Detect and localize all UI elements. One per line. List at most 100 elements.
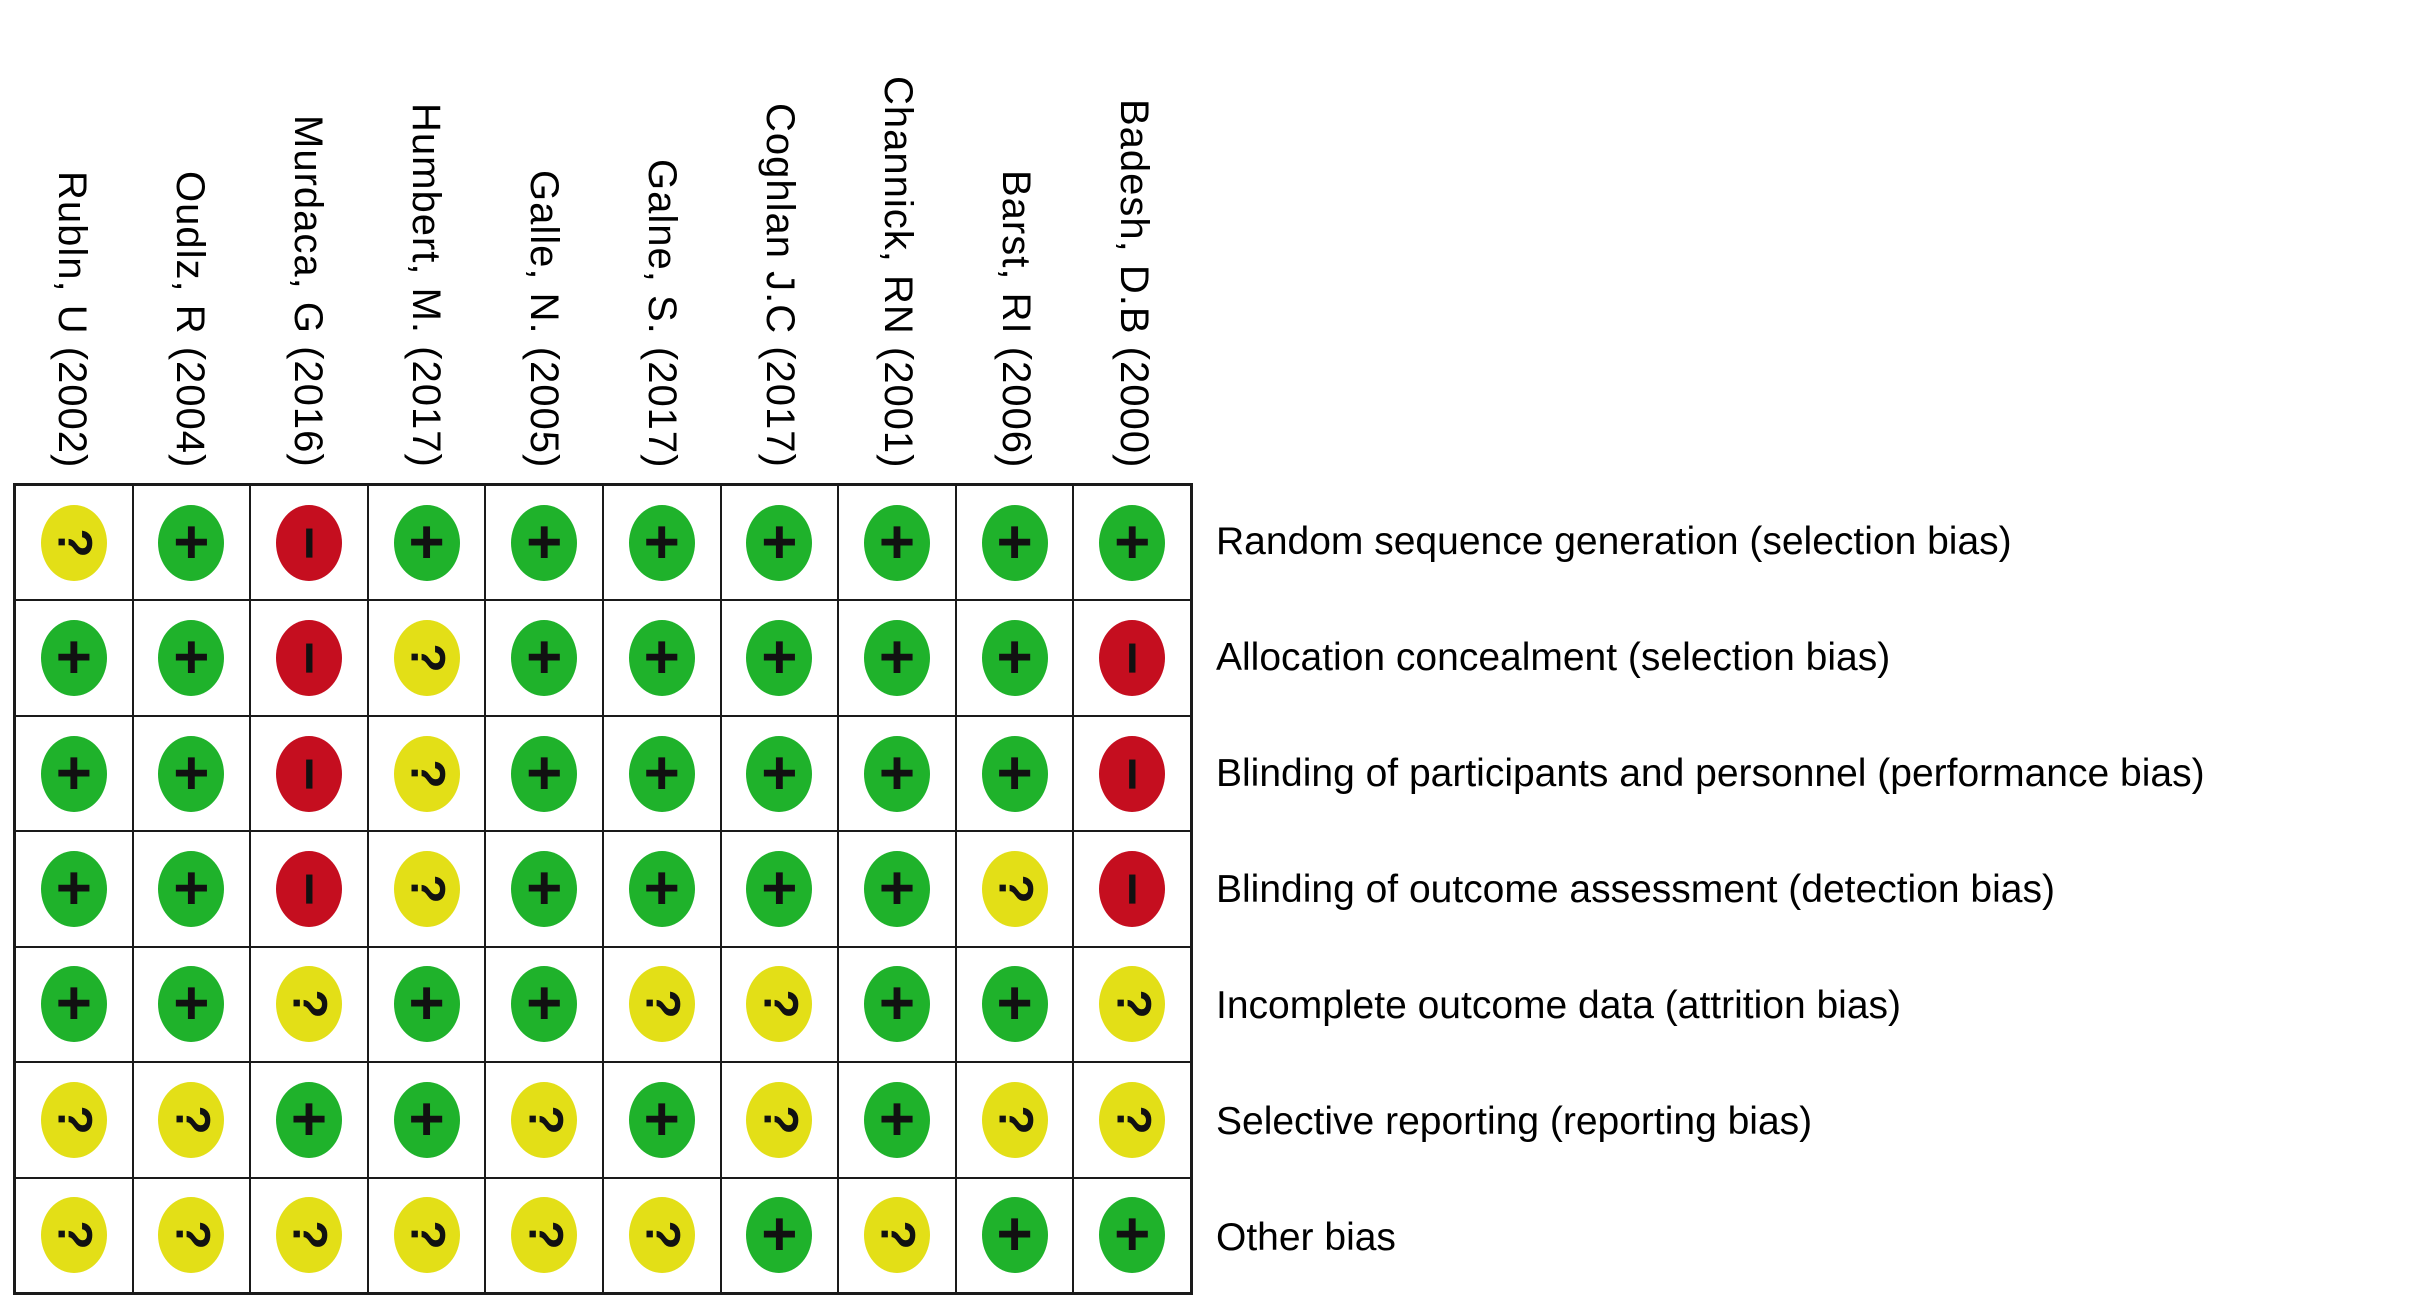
plus-icon: +: [1114, 507, 1151, 577]
judgement-cell: ?: [15, 1062, 133, 1178]
question-mark-icon: ?: [988, 874, 1042, 904]
judgement-circle: −: [1099, 850, 1166, 927]
judgement-cell: ?: [250, 946, 368, 1063]
judgement-cell: +: [838, 946, 956, 1063]
judgement-circle: +: [863, 966, 930, 1043]
minus-icon: −: [276, 641, 342, 676]
question-mark-icon: ?: [47, 1105, 101, 1135]
question-mark-icon: ?: [635, 989, 689, 1020]
plus-icon: +: [173, 507, 210, 577]
judgement-cell: +: [367, 1062, 486, 1178]
question-mark-icon: ?: [635, 1220, 689, 1250]
plus-icon: +: [290, 1084, 328, 1154]
judgement-cell: +: [602, 1062, 721, 1178]
judgement-cell: ?: [15, 485, 133, 601]
judgement-circle: ?: [981, 850, 1048, 927]
judgement-circle: +: [628, 850, 695, 927]
judgement-circle: +: [746, 735, 813, 812]
judgement-circle: −: [275, 620, 342, 697]
judgement-cell: +: [1073, 1177, 1191, 1293]
judgement-circle: +: [746, 850, 813, 927]
judgement-cell: +: [955, 946, 1074, 1063]
judgement-circle: +: [158, 735, 225, 812]
question-mark-icon: ?: [282, 1220, 336, 1250]
judgement-circle: +: [393, 966, 460, 1043]
plus-icon: +: [408, 1084, 445, 1154]
judgement-cell: +: [602, 831, 721, 947]
judgement-cell: +: [720, 831, 839, 947]
judgement-cell: +: [955, 1177, 1074, 1293]
question-mark-icon: ?: [400, 1220, 454, 1250]
judgement-cell: +: [367, 485, 486, 601]
judgement-cell: +: [602, 600, 721, 716]
judgement-circle: +: [511, 504, 578, 581]
judgement-circle: +: [981, 966, 1048, 1043]
judgement-circle: ?: [628, 966, 695, 1043]
judgement-cell: ?: [955, 831, 1074, 947]
judgement-circle: +: [1099, 504, 1166, 581]
judgement-cell: −: [1073, 600, 1191, 716]
judgement-circle: ?: [393, 620, 460, 697]
judgement-cell: +: [250, 1062, 368, 1178]
judgement-circle: −: [275, 504, 342, 581]
minus-icon: −: [1100, 756, 1166, 791]
plus-icon: +: [55, 969, 92, 1039]
judgement-circle: +: [863, 850, 930, 927]
question-mark-icon: ?: [518, 1220, 572, 1250]
judgement-cell: ?: [720, 1062, 839, 1178]
judgement-cell: +: [955, 715, 1074, 832]
question-mark-icon: ?: [400, 643, 454, 673]
question-mark-icon: ?: [1106, 1105, 1160, 1135]
minus-icon: −: [1100, 872, 1166, 906]
judgement-cell: ?: [367, 1177, 486, 1293]
plus-icon: +: [526, 623, 563, 693]
judgement-cell: ?: [955, 1062, 1074, 1178]
plus-icon: +: [996, 738, 1033, 808]
judgement-cell: −: [250, 831, 368, 947]
judgement-circle: +: [511, 620, 578, 697]
plus-icon: +: [643, 623, 680, 693]
plus-icon: +: [173, 738, 210, 808]
judgement-cell: +: [485, 485, 603, 601]
minus-icon: −: [276, 872, 342, 906]
judgement-circle: +: [511, 966, 578, 1043]
judgement-cell: −: [1073, 831, 1191, 947]
plus-icon: +: [761, 623, 798, 693]
plus-icon: +: [408, 969, 445, 1039]
judgement-circle: ?: [863, 1197, 930, 1274]
plus-icon: +: [761, 853, 798, 923]
judgement-cell: +: [602, 485, 721, 601]
study-header: Galne, S. (2017): [640, 158, 684, 469]
judgement-circle: ?: [275, 966, 342, 1043]
judgement-cell: −: [1073, 715, 1191, 832]
judgement-cell: +: [720, 1177, 839, 1293]
bias-row-label: Selective reporting (reporting bias): [1216, 1099, 1813, 1143]
judgement-circle: +: [511, 735, 578, 812]
judgement-circle: +: [158, 966, 225, 1043]
question-mark-icon: ?: [47, 528, 101, 558]
judgement-cell: ?: [838, 1177, 956, 1293]
question-mark-icon: ?: [870, 1220, 924, 1250]
judgement-circle: ?: [275, 1197, 342, 1274]
question-mark-icon: ?: [282, 989, 336, 1020]
judgement-circle: +: [275, 1081, 342, 1158]
plus-icon: +: [761, 738, 798, 808]
bias-row-label: Incomplete outcome data (attrition bias): [1216, 983, 1902, 1027]
judgement-circle: ?: [628, 1197, 695, 1274]
plus-icon: +: [643, 507, 680, 577]
study-header: Barst, RI (2006): [994, 169, 1038, 468]
judgement-cell: −: [250, 600, 368, 716]
judgement-circle: −: [1099, 620, 1166, 697]
judgement-circle: +: [1099, 1197, 1166, 1274]
plus-icon: +: [643, 1084, 680, 1154]
judgement-circle: +: [511, 850, 578, 927]
study-header: Humbert, M. (2017): [404, 103, 448, 468]
bias-row-label: Random sequence generation (selection bi…: [1216, 519, 2012, 563]
plus-icon: +: [878, 969, 916, 1039]
judgement-cell: ?: [602, 1177, 721, 1293]
judgement-circle: +: [981, 620, 1048, 697]
study-header: Murdaca, G (2016): [286, 115, 330, 468]
question-mark-icon: ?: [753, 1105, 807, 1135]
plus-icon: +: [526, 853, 563, 923]
judgement-circle: ?: [393, 850, 460, 927]
